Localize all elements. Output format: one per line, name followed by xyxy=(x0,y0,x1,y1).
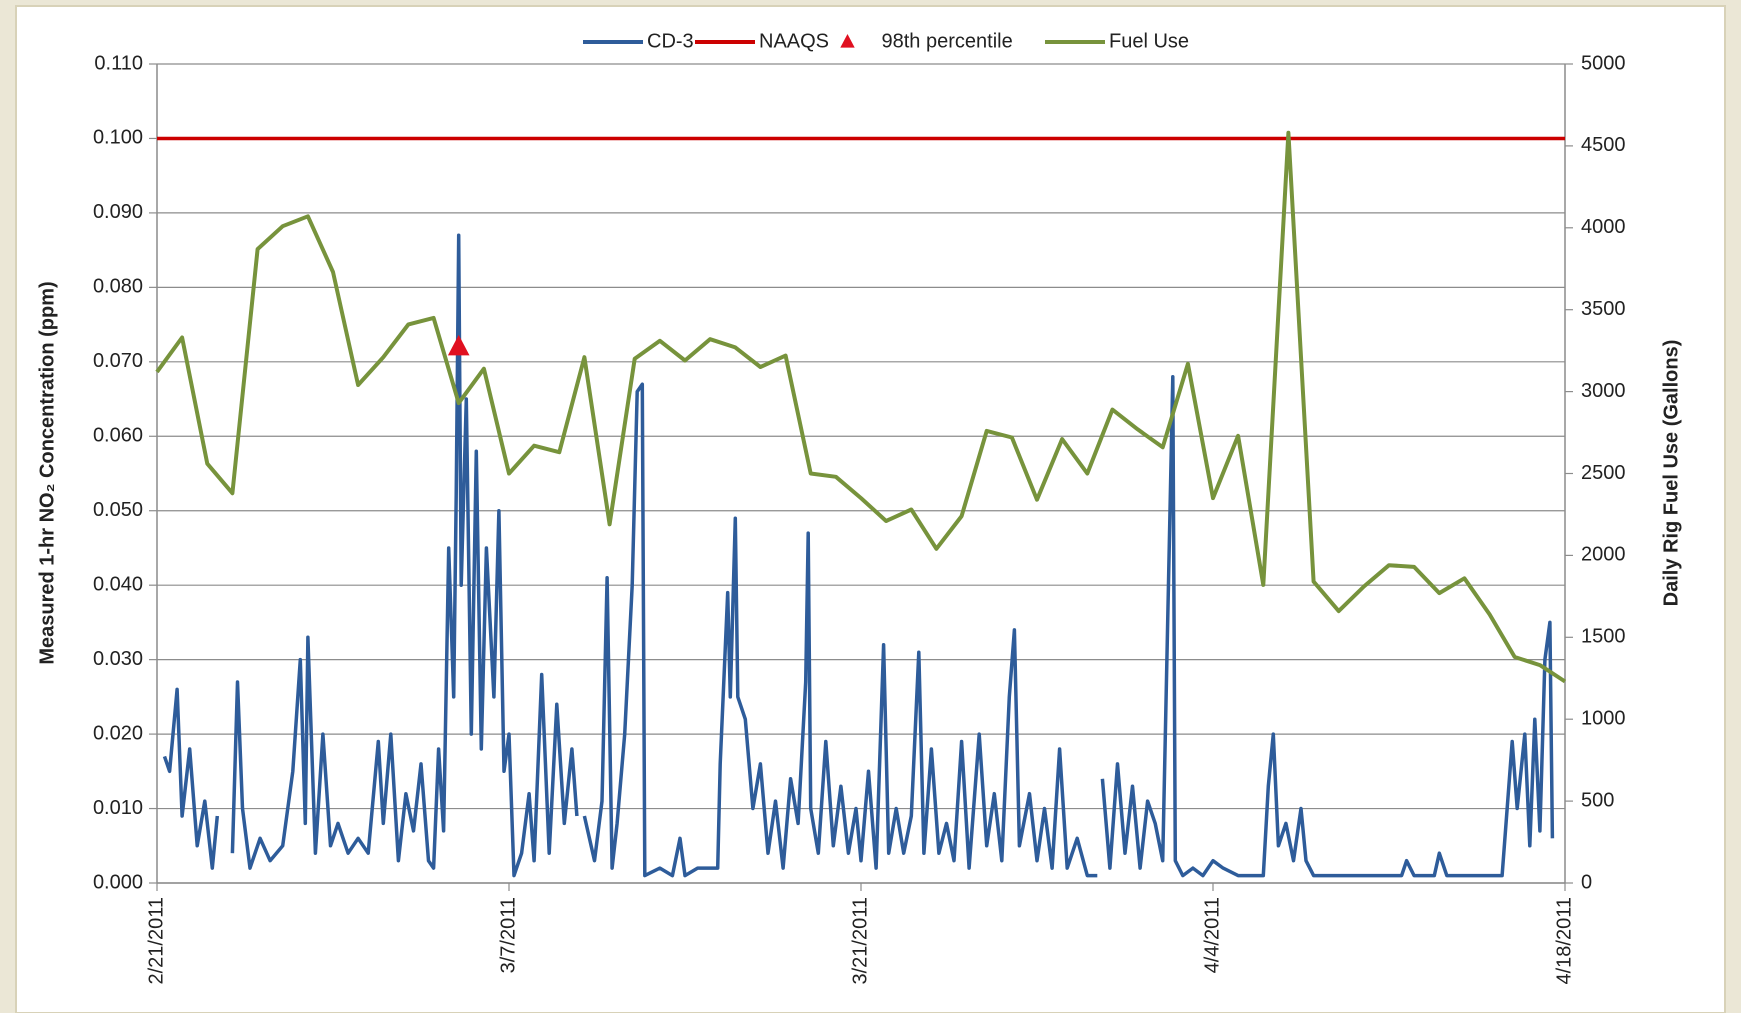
y2-tick-label: 1500 xyxy=(1581,626,1626,648)
y-tick-label: 0.080 xyxy=(93,276,143,298)
y2-tick-label: 4500 xyxy=(1581,134,1626,156)
y-tick-label: 0.060 xyxy=(93,425,143,447)
x-tick-label: 4/4/2011 xyxy=(1201,897,1223,973)
y2-tick-label: 2500 xyxy=(1581,462,1626,484)
y2-tick-label: 1000 xyxy=(1581,707,1626,729)
y2-tick-label: 0 xyxy=(1581,871,1592,893)
y-tick-label: 0.010 xyxy=(93,797,143,819)
y-tick-label: 0.100 xyxy=(93,127,143,149)
y2-axis-title: Daily Rig Fuel Use (Gallons) xyxy=(1660,340,1682,607)
y-tick-label: 0.030 xyxy=(93,648,143,670)
x-tick-label: 3/21/2011 xyxy=(849,897,871,985)
y-tick-label: 0.050 xyxy=(93,499,143,521)
legend-label: CD-3 xyxy=(647,30,694,52)
series-line xyxy=(162,233,1555,878)
y2-tick-label: 3500 xyxy=(1581,298,1626,320)
chart-panel xyxy=(15,5,1726,1013)
marker xyxy=(447,334,470,356)
legend-marker xyxy=(840,34,855,48)
legend-label: 98th percentile xyxy=(882,30,1013,52)
y2-tick-label: 500 xyxy=(1581,789,1614,811)
y-tick-label: 0.090 xyxy=(93,201,143,223)
y2-tick-label: 3000 xyxy=(1581,380,1626,402)
legend-label: Fuel Use xyxy=(1109,30,1189,52)
y2-tick-label: 2000 xyxy=(1581,544,1626,566)
y-tick-label: 0.070 xyxy=(93,350,143,372)
y-tick-label: 0.020 xyxy=(93,722,143,744)
series-line xyxy=(155,130,1567,684)
legend-label: NAAQS xyxy=(759,30,829,52)
x-tick-label: 4/18/2011 xyxy=(1553,897,1575,985)
x-tick-label: 2/21/2011 xyxy=(145,897,167,985)
y2-tick-label: 5000 xyxy=(1581,52,1626,74)
y-tick-label: 0.110 xyxy=(94,52,143,74)
y-axis-title: Measured 1-hr NO₂ Concentration (ppm) xyxy=(36,281,58,664)
y2-tick-label: 4000 xyxy=(1581,216,1626,238)
x-tick-label: 3/7/2011 xyxy=(497,897,519,973)
y-tick-label: 0.040 xyxy=(93,573,143,595)
y-tick-label: 0.000 xyxy=(93,871,143,893)
